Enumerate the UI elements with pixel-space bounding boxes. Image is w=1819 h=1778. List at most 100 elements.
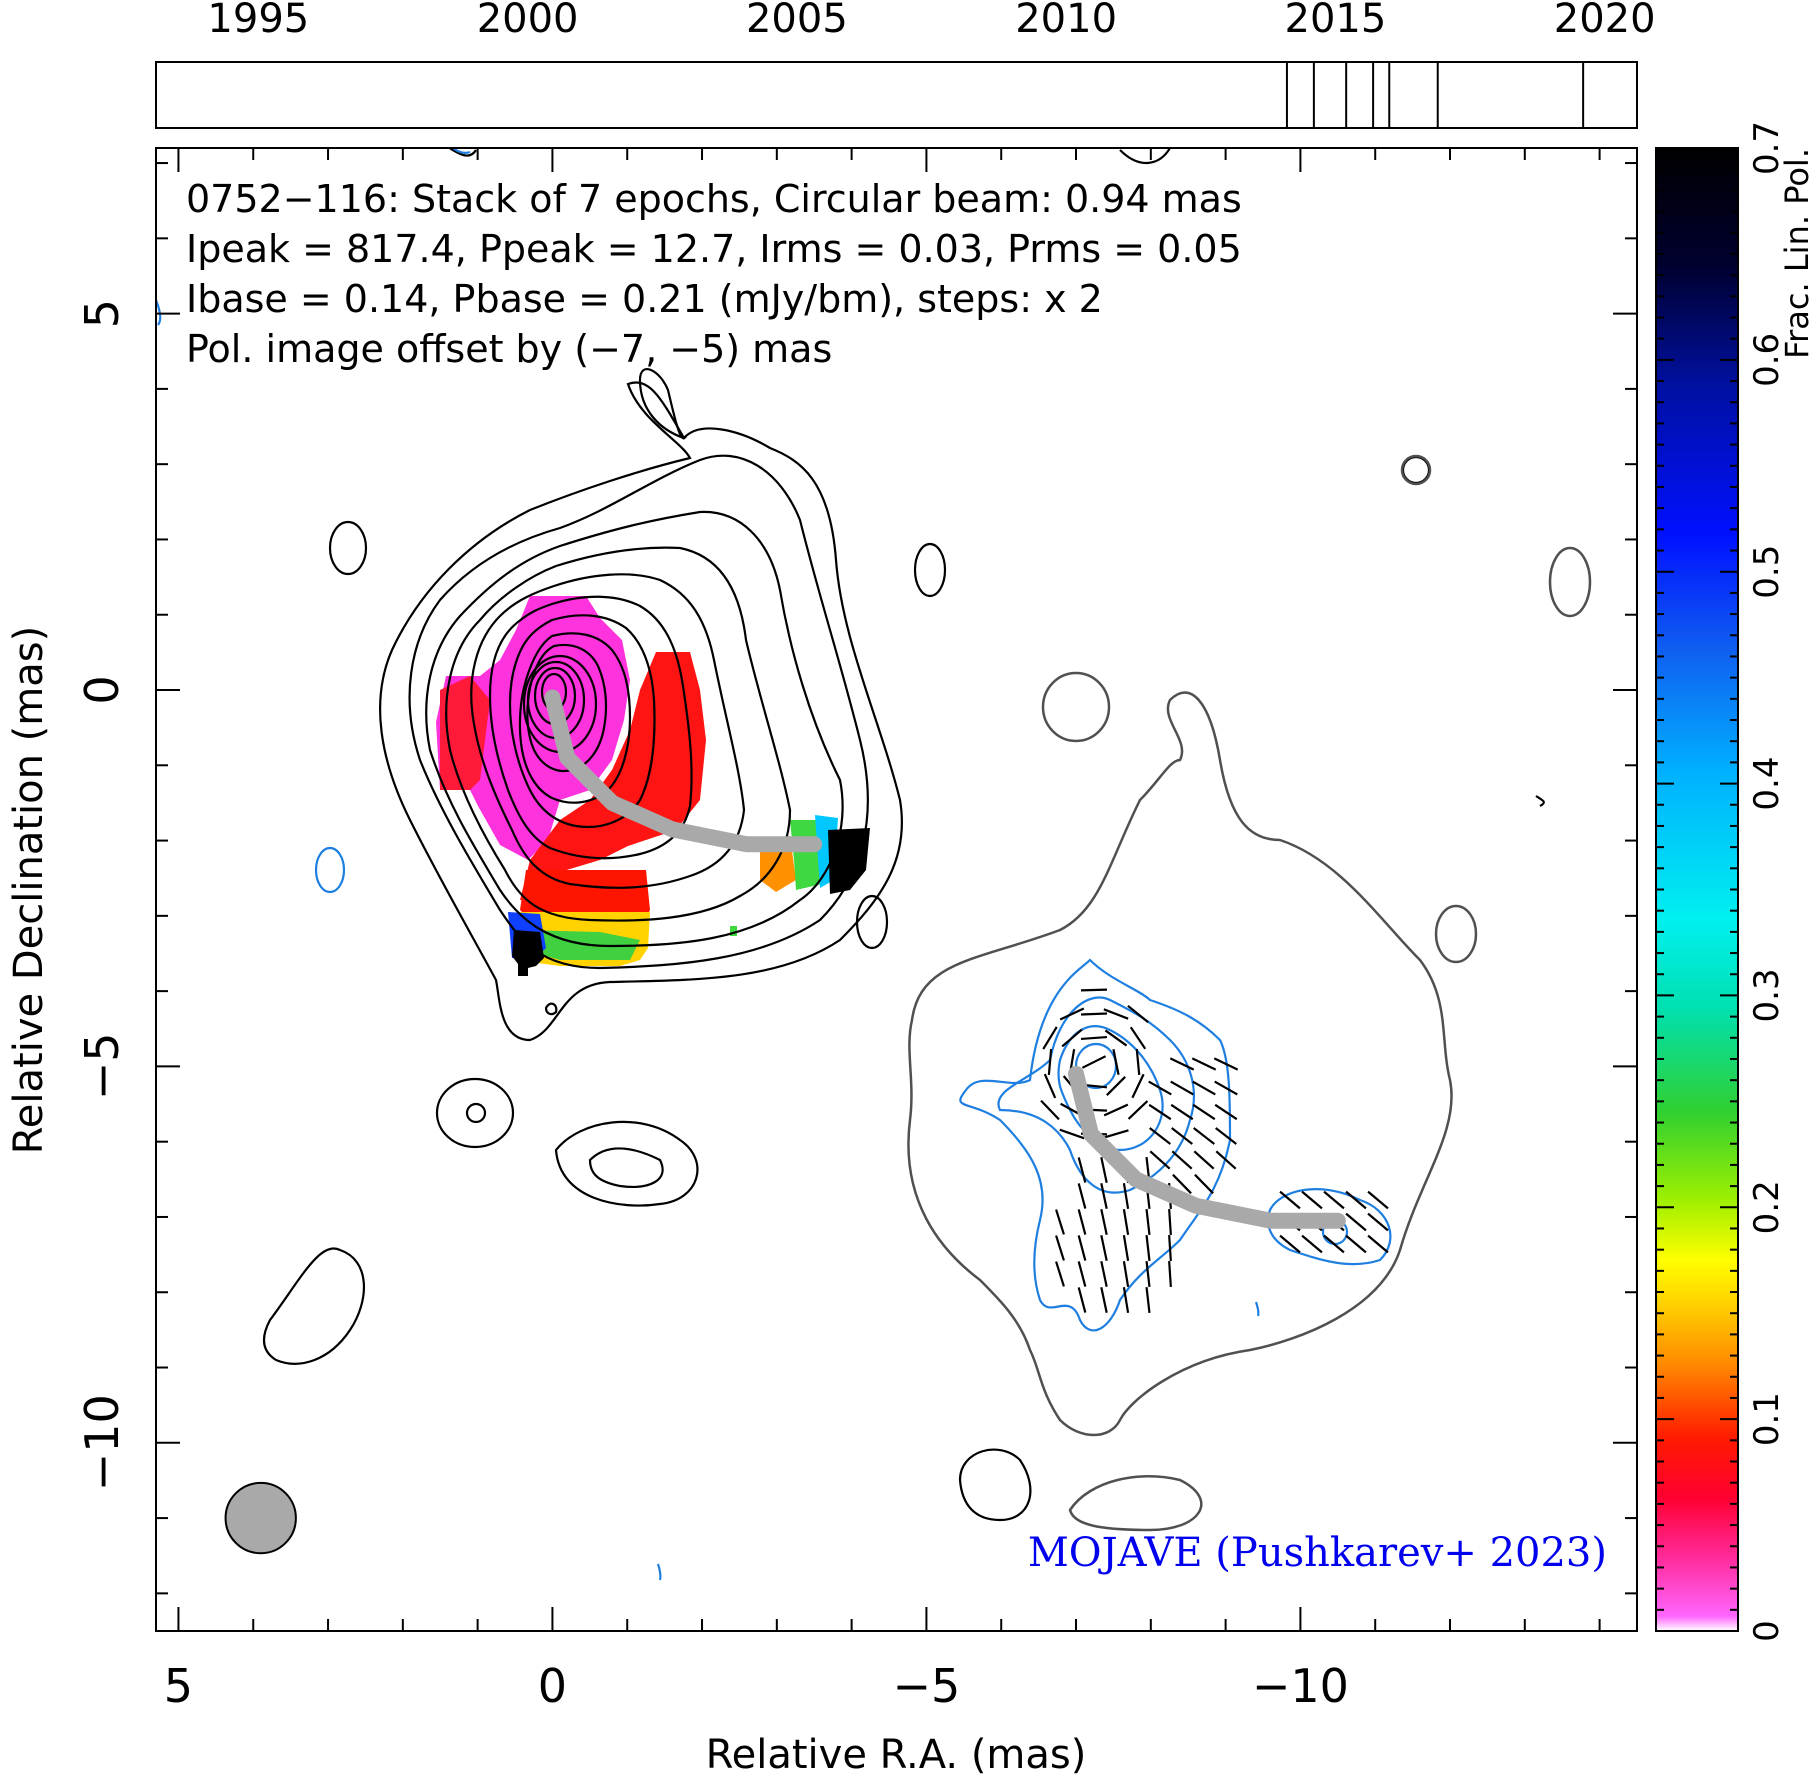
jet-ridge-line [544,689,823,853]
intensity-contour-4 [445,546,792,922]
offset-blob [1068,1475,1203,1532]
epoch-year-label: 2000 [477,0,579,42]
y-tick-labels: 5 0 −5 −10 [75,299,129,1491]
intensity-blob [1535,795,1545,807]
evpa-tick [1191,1057,1217,1071]
epoch-year-ticks: 1995 2000 2005 2010 2015 2020 [207,0,1655,42]
evpa-tick [1077,1261,1087,1287]
pol-contour-speck [656,1563,662,1581]
pol-offset-note: Pol. image offset by (−7, −5) mas [186,327,832,371]
evpa-tick [1043,1073,1057,1099]
evpa-tick [1193,1127,1215,1145]
fpol-green-lower [520,930,640,960]
evpa-tick [1148,1103,1172,1121]
evpa-tick [1169,1057,1195,1071]
evpa-tick [1193,1150,1215,1170]
evpa-tick [1047,1048,1053,1076]
map-axis-ticks [156,148,1637,1631]
offset-blob [1434,904,1478,964]
evpa-tick [1040,1099,1060,1121]
intensity-blob [544,1002,558,1016]
evpa-tick [1345,1212,1367,1232]
intensity-blob [855,894,889,950]
offset-outer-contour [907,691,1453,1437]
evpa-tick [1100,1287,1108,1313]
map-border [155,147,1638,1632]
total-intensity-contours [262,148,1545,1522]
evpa-tick [1367,1190,1389,1210]
colorbar-title: Frac. Lin. Pol. [1778,148,1816,359]
evpa-tick [1345,1234,1367,1254]
colorbar-tick-label: 0.6 [1747,333,1787,387]
pol-contour-speck [314,846,346,894]
epoch-markers [1285,62,1585,128]
intensity-blob [638,368,687,440]
evpa-tick [1122,1260,1130,1288]
evpa-tick [1129,1026,1147,1050]
evpa-tick [1100,1157,1108,1183]
offset-intensity-contour [907,454,1592,1532]
epoch-timeline-frame [155,61,1638,129]
evpa-tick [1323,1190,1345,1210]
evpa-tick [1122,1208,1130,1236]
evpa-tick [1214,1080,1238,1096]
evpa-tick [1100,1261,1108,1287]
evpa-tick [1081,1055,1107,1069]
colorbar-tick-label: 0.3 [1747,968,1787,1022]
evpa-tick [1077,1235,1087,1261]
evpa-tick [1170,1103,1194,1121]
x-axis-title: Relative R.A. (mas) [706,1732,1087,1778]
evpa-tick [1149,1127,1171,1145]
evpa-tick [1059,1007,1085,1021]
evpa-tick [1323,1234,1345,1254]
evpa-tick [1077,1183,1087,1209]
evpa-tick [1145,1260,1151,1288]
evpa-tick [1122,1234,1130,1262]
colorbar-tick-label: 0.7 [1747,121,1787,175]
x-tick-label: −10 [1252,1659,1349,1713]
colorbar-tick-labels: 0 0.1 0.2 0.3 0.4 0.5 0.6 0.7 [1747,121,1787,1642]
evpa-tick [1145,1234,1151,1262]
fpol-magenta-core [436,596,630,860]
map-frame [156,148,1637,1631]
annotation-line-2: Ipeak = 817.4, Ppeak = 12.7, Irms = 0.03… [186,227,1242,271]
evpa-tick [1100,1235,1108,1261]
intensity-blob [588,1147,664,1188]
evpa-tick [1127,1004,1149,1024]
epoch-timeline: 1995 2000 2005 2010 2015 2020 [155,0,1656,129]
evpa-tick [1059,1128,1085,1140]
evpa-tick [1077,1209,1087,1235]
offset-blob [1400,454,1432,486]
evpa-tick [1192,1080,1216,1096]
colorbar-tick-label: 0.2 [1747,1180,1787,1234]
intensity-contour-3 [425,510,844,948]
annotation-line-3: Ibase = 0.14, Pbase = 0.21 (mJy/bm), ste… [186,277,1103,321]
evpa-tick [1103,1008,1129,1020]
evpa-tick [1100,1183,1108,1209]
intensity-blob [465,1102,487,1124]
evpa-tick [1145,1208,1151,1236]
intensity-contour-8 [518,632,632,804]
evpa-tick [1279,1190,1301,1210]
evpa-tick [1168,1234,1172,1262]
evpa-tick [1103,1103,1129,1117]
fpol-green-speck [730,926,737,936]
evpa-tick [1042,1026,1058,1050]
evpa-tick [1104,1029,1128,1047]
epoch-year-label: 2020 [1554,0,1656,42]
epoch-year-label: 2015 [1285,0,1387,42]
credit-label: MOJAVE (Pushkarev+ 2023) [1028,1530,1607,1576]
intensity-blob [1119,148,1171,165]
x-tick-label: 0 [538,1659,567,1713]
colorbar-tick-label: 0.5 [1747,545,1787,599]
evpa-tick [1055,1209,1065,1235]
pol-contour-2 [997,996,1195,1194]
evpa-tick [1215,1150,1237,1170]
evpa-tick [1122,1286,1130,1314]
y-tick-label: 5 [75,299,129,328]
evpa-tick [1131,1073,1145,1099]
evpa-tick [1192,1103,1216,1121]
pol-contour-speck [1254,1301,1260,1317]
evpa-tick [1301,1234,1323,1254]
